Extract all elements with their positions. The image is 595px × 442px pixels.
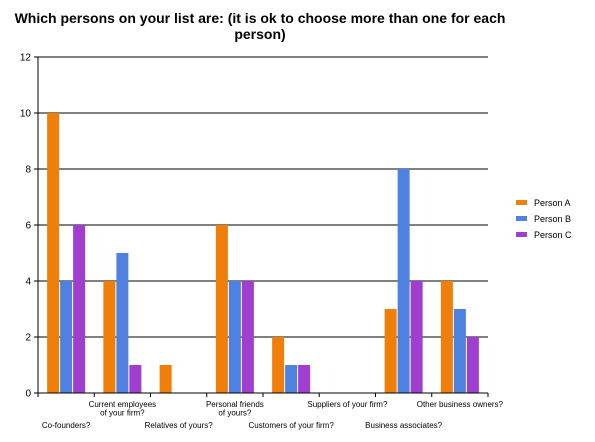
category-label: Relatives of yours? xyxy=(145,421,214,430)
legend-label: Person A xyxy=(534,198,571,208)
bar xyxy=(440,281,453,393)
legend-swatch xyxy=(516,232,527,237)
category-label: Co-founders? xyxy=(42,421,91,430)
category-label: Other business owners? xyxy=(417,400,504,409)
legend-swatch xyxy=(516,216,527,221)
category-label: Suppliers of your firm? xyxy=(307,400,388,409)
legend-label: Person C xyxy=(534,230,572,240)
y-tick-label: 12 xyxy=(20,53,32,64)
y-tick-label: 6 xyxy=(25,221,31,232)
bar xyxy=(410,281,423,393)
y-tick-label: 10 xyxy=(20,109,32,120)
bar xyxy=(159,365,172,393)
category-label: Personal friends xyxy=(206,400,264,409)
bar xyxy=(397,169,410,393)
bar xyxy=(116,253,129,393)
chart-title: Which persons on your list are: (it is o… xyxy=(0,10,520,42)
legend-label: Person B xyxy=(534,214,571,224)
category-label: of yours? xyxy=(218,409,251,418)
bar xyxy=(47,113,60,393)
y-tick-label: 0 xyxy=(25,389,31,400)
category-label: of your firm? xyxy=(100,409,145,418)
bar xyxy=(241,281,254,393)
y-tick-label: 2 xyxy=(25,333,31,344)
bar xyxy=(73,225,86,393)
bar xyxy=(466,337,479,393)
y-tick-label: 4 xyxy=(25,277,31,288)
bar xyxy=(215,225,228,393)
category-label: Business associates? xyxy=(365,421,442,430)
chart-title-line-1: Which persons on your list are: (it is o… xyxy=(14,10,506,26)
bar xyxy=(103,281,116,393)
bar xyxy=(285,365,298,393)
bar xyxy=(60,281,73,393)
y-tick-label: 8 xyxy=(25,165,31,176)
bar xyxy=(298,365,311,393)
bar xyxy=(272,337,285,393)
bar xyxy=(384,309,397,393)
category-label: Current employees xyxy=(89,400,157,409)
category-label: Customers of your firm? xyxy=(248,421,334,430)
bar xyxy=(129,365,142,393)
bar xyxy=(228,281,241,393)
chart-title-line-2: person) xyxy=(234,26,286,42)
legend-swatch xyxy=(516,200,527,205)
bar xyxy=(453,309,466,393)
